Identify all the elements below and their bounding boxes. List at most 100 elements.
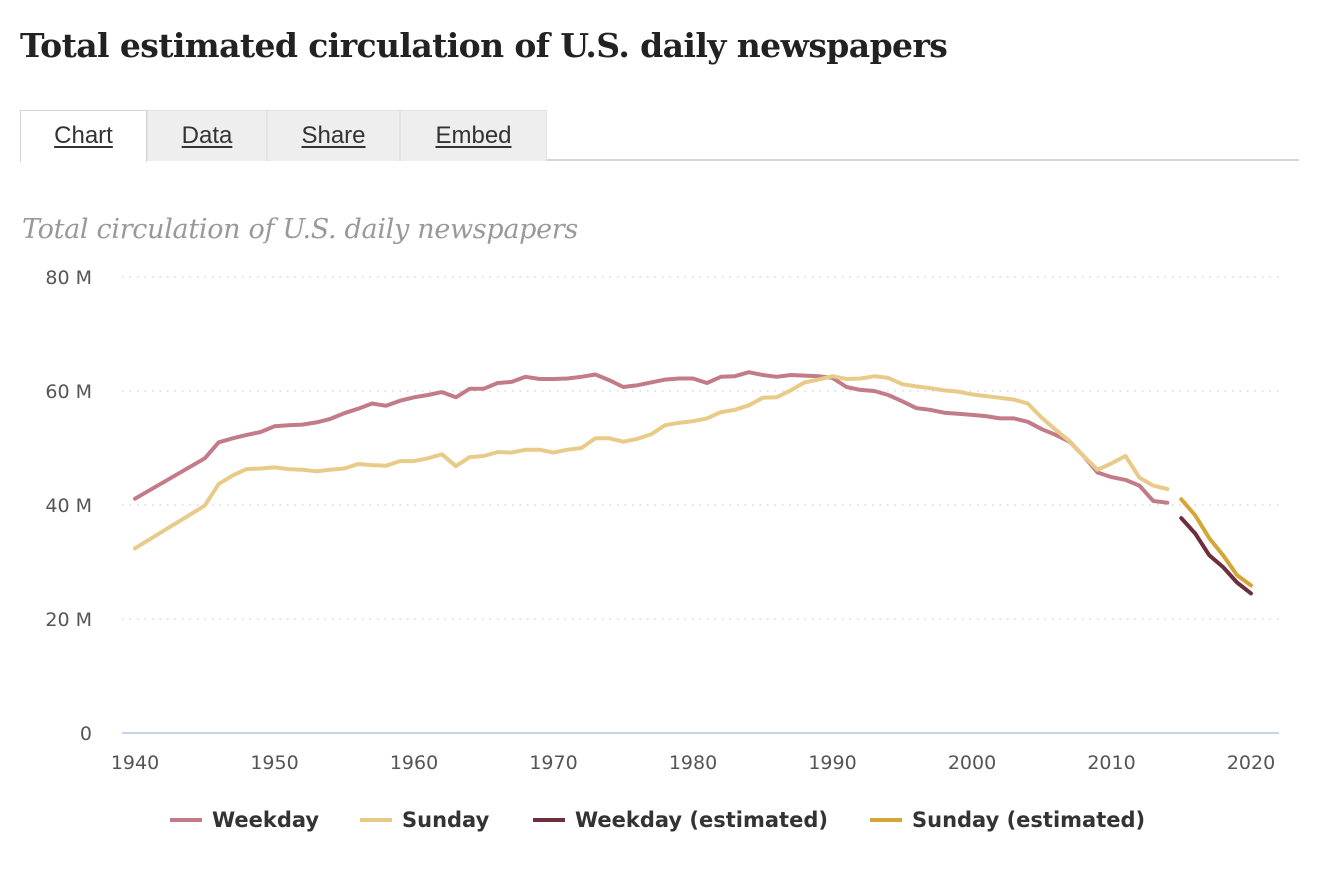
data-point-sunday: [858, 376, 862, 380]
data-point-sunday: [440, 452, 444, 456]
legend-item-sunday[interactable]: Sunday: [360, 808, 489, 832]
data-point-sunday: [231, 473, 235, 477]
data-point-weekday: [858, 388, 862, 392]
data-point-weekday: [1026, 420, 1030, 424]
data-point-sunday-estimated: [1249, 583, 1253, 587]
data-point-sunday: [970, 392, 974, 396]
data-point-sunday: [1082, 454, 1086, 458]
data-point-weekday: [900, 399, 904, 403]
data-point-sunday-estimated: [1207, 536, 1211, 540]
data-point-sunday: [747, 403, 751, 407]
data-point-sunday: [928, 386, 932, 390]
data-point-weekday: [733, 374, 737, 378]
data-point-sunday: [1151, 484, 1155, 488]
data-point-weekday: [482, 387, 486, 391]
data-point-weekday: [510, 380, 514, 384]
gridlines: [122, 276, 1279, 620]
y-tick-label: 20 M: [45, 609, 92, 631]
data-point-weekday: [1040, 427, 1044, 431]
x-tick-label: 1980: [669, 752, 717, 774]
data-point-weekday-estimated: [1221, 565, 1225, 569]
data-point-sunday: [314, 469, 318, 473]
data-point-sunday: [984, 394, 988, 398]
data-point-sunday: [1123, 454, 1127, 458]
data-point-weekday: [803, 374, 807, 378]
series-line-sunday[interactable]: [133, 374, 1170, 551]
tab-embed[interactable]: Embed: [400, 110, 547, 161]
data-point-weekday: [496, 381, 500, 385]
x-tick-label: 1950: [250, 752, 298, 774]
data-point-sunday: [524, 448, 528, 452]
tab-bar: Chart Data Share Embed: [20, 110, 1299, 163]
tab-data[interactable]: Data: [147, 110, 267, 161]
data-point-weekday: [538, 377, 542, 381]
data-point-sunday: [328, 468, 332, 472]
data-point-weekday: [426, 393, 430, 397]
data-point-weekday: [454, 395, 458, 399]
data-point-sunday: [579, 446, 583, 450]
series-line-weekday[interactable]: [133, 370, 1170, 505]
legend-item-weekday[interactable]: Weekday: [170, 808, 319, 832]
data-point-weekday: [468, 387, 472, 391]
data-point-weekday: [761, 373, 765, 377]
data-point-weekday: [314, 420, 318, 424]
data-point-sunday: [1026, 402, 1030, 406]
tab-chart[interactable]: Chart: [20, 110, 147, 163]
x-tick-label: 2010: [1087, 752, 1135, 774]
tab-share[interactable]: Share: [267, 110, 400, 161]
data-point-weekday: [635, 383, 639, 387]
data-point-sunday-estimated: [1193, 513, 1197, 517]
data-point-weekday: [621, 385, 625, 389]
data-point-weekday: [942, 411, 946, 415]
data-point-sunday: [872, 374, 876, 378]
data-point-sunday-estimated: [1179, 497, 1183, 501]
data-point-weekday: [649, 380, 653, 384]
data-point-sunday: [454, 464, 458, 468]
data-point-sunday: [1012, 398, 1016, 402]
data-point-sunday: [510, 451, 514, 455]
data-point-weekday: [259, 430, 263, 434]
data-point-sunday: [1137, 476, 1141, 480]
page-title: Total estimated circulation of U.S. dail…: [20, 26, 948, 65]
series-line-weekday-estimated[interactable]: [1179, 516, 1253, 596]
data-point-sunday: [789, 388, 793, 392]
data-point-weekday: [412, 395, 416, 399]
data-point-sunday: [705, 416, 709, 420]
data-point-sunday: [426, 456, 430, 460]
data-point-weekday: [1110, 475, 1114, 479]
data-point-weekday-estimated: [1249, 591, 1253, 595]
data-point-sunday: [663, 423, 667, 427]
data-point-weekday: [231, 436, 235, 440]
data-point-sunday: [384, 464, 388, 468]
data-point-sunday: [538, 448, 542, 452]
data-point-sunday: [691, 419, 695, 423]
data-point-weekday: [593, 372, 597, 376]
data-point-sunday: [1096, 468, 1100, 472]
data-point-sunday: [370, 463, 374, 467]
chart-title: Total circulation of U.S. daily newspape…: [22, 214, 578, 245]
data-point-sunday: [286, 467, 290, 471]
data-point-sunday: [775, 395, 779, 399]
legend-label-weekday: Weekday: [212, 808, 320, 832]
data-point-sunday: [956, 390, 960, 394]
series-line-sunday-estimated[interactable]: [1179, 497, 1253, 588]
data-point-sunday: [259, 467, 263, 471]
data-point-weekday: [579, 375, 583, 379]
data-point-sunday: [133, 546, 137, 550]
data-point-weekday-estimated: [1207, 553, 1211, 557]
legend-item-sunday-estimated[interactable]: Sunday (estimated): [870, 808, 1145, 832]
data-point-sunday: [356, 462, 360, 466]
data-point-weekday: [956, 412, 960, 416]
x-tick-label: 1970: [529, 752, 577, 774]
x-tick-label: 2020: [1227, 752, 1275, 774]
data-point-weekday: [928, 408, 932, 412]
data-point-sunday: [649, 432, 653, 436]
data-point-sunday: [998, 396, 1002, 400]
data-point-weekday-estimated: [1235, 581, 1239, 585]
data-point-weekday: [677, 376, 681, 380]
data-point-sunday: [621, 440, 625, 444]
data-point-weekday: [398, 399, 402, 403]
legend-item-weekday-estimated[interactable]: Weekday (estimated): [533, 808, 828, 832]
data-point-sunday: [1165, 487, 1169, 491]
data-point-sunday: [496, 450, 500, 454]
